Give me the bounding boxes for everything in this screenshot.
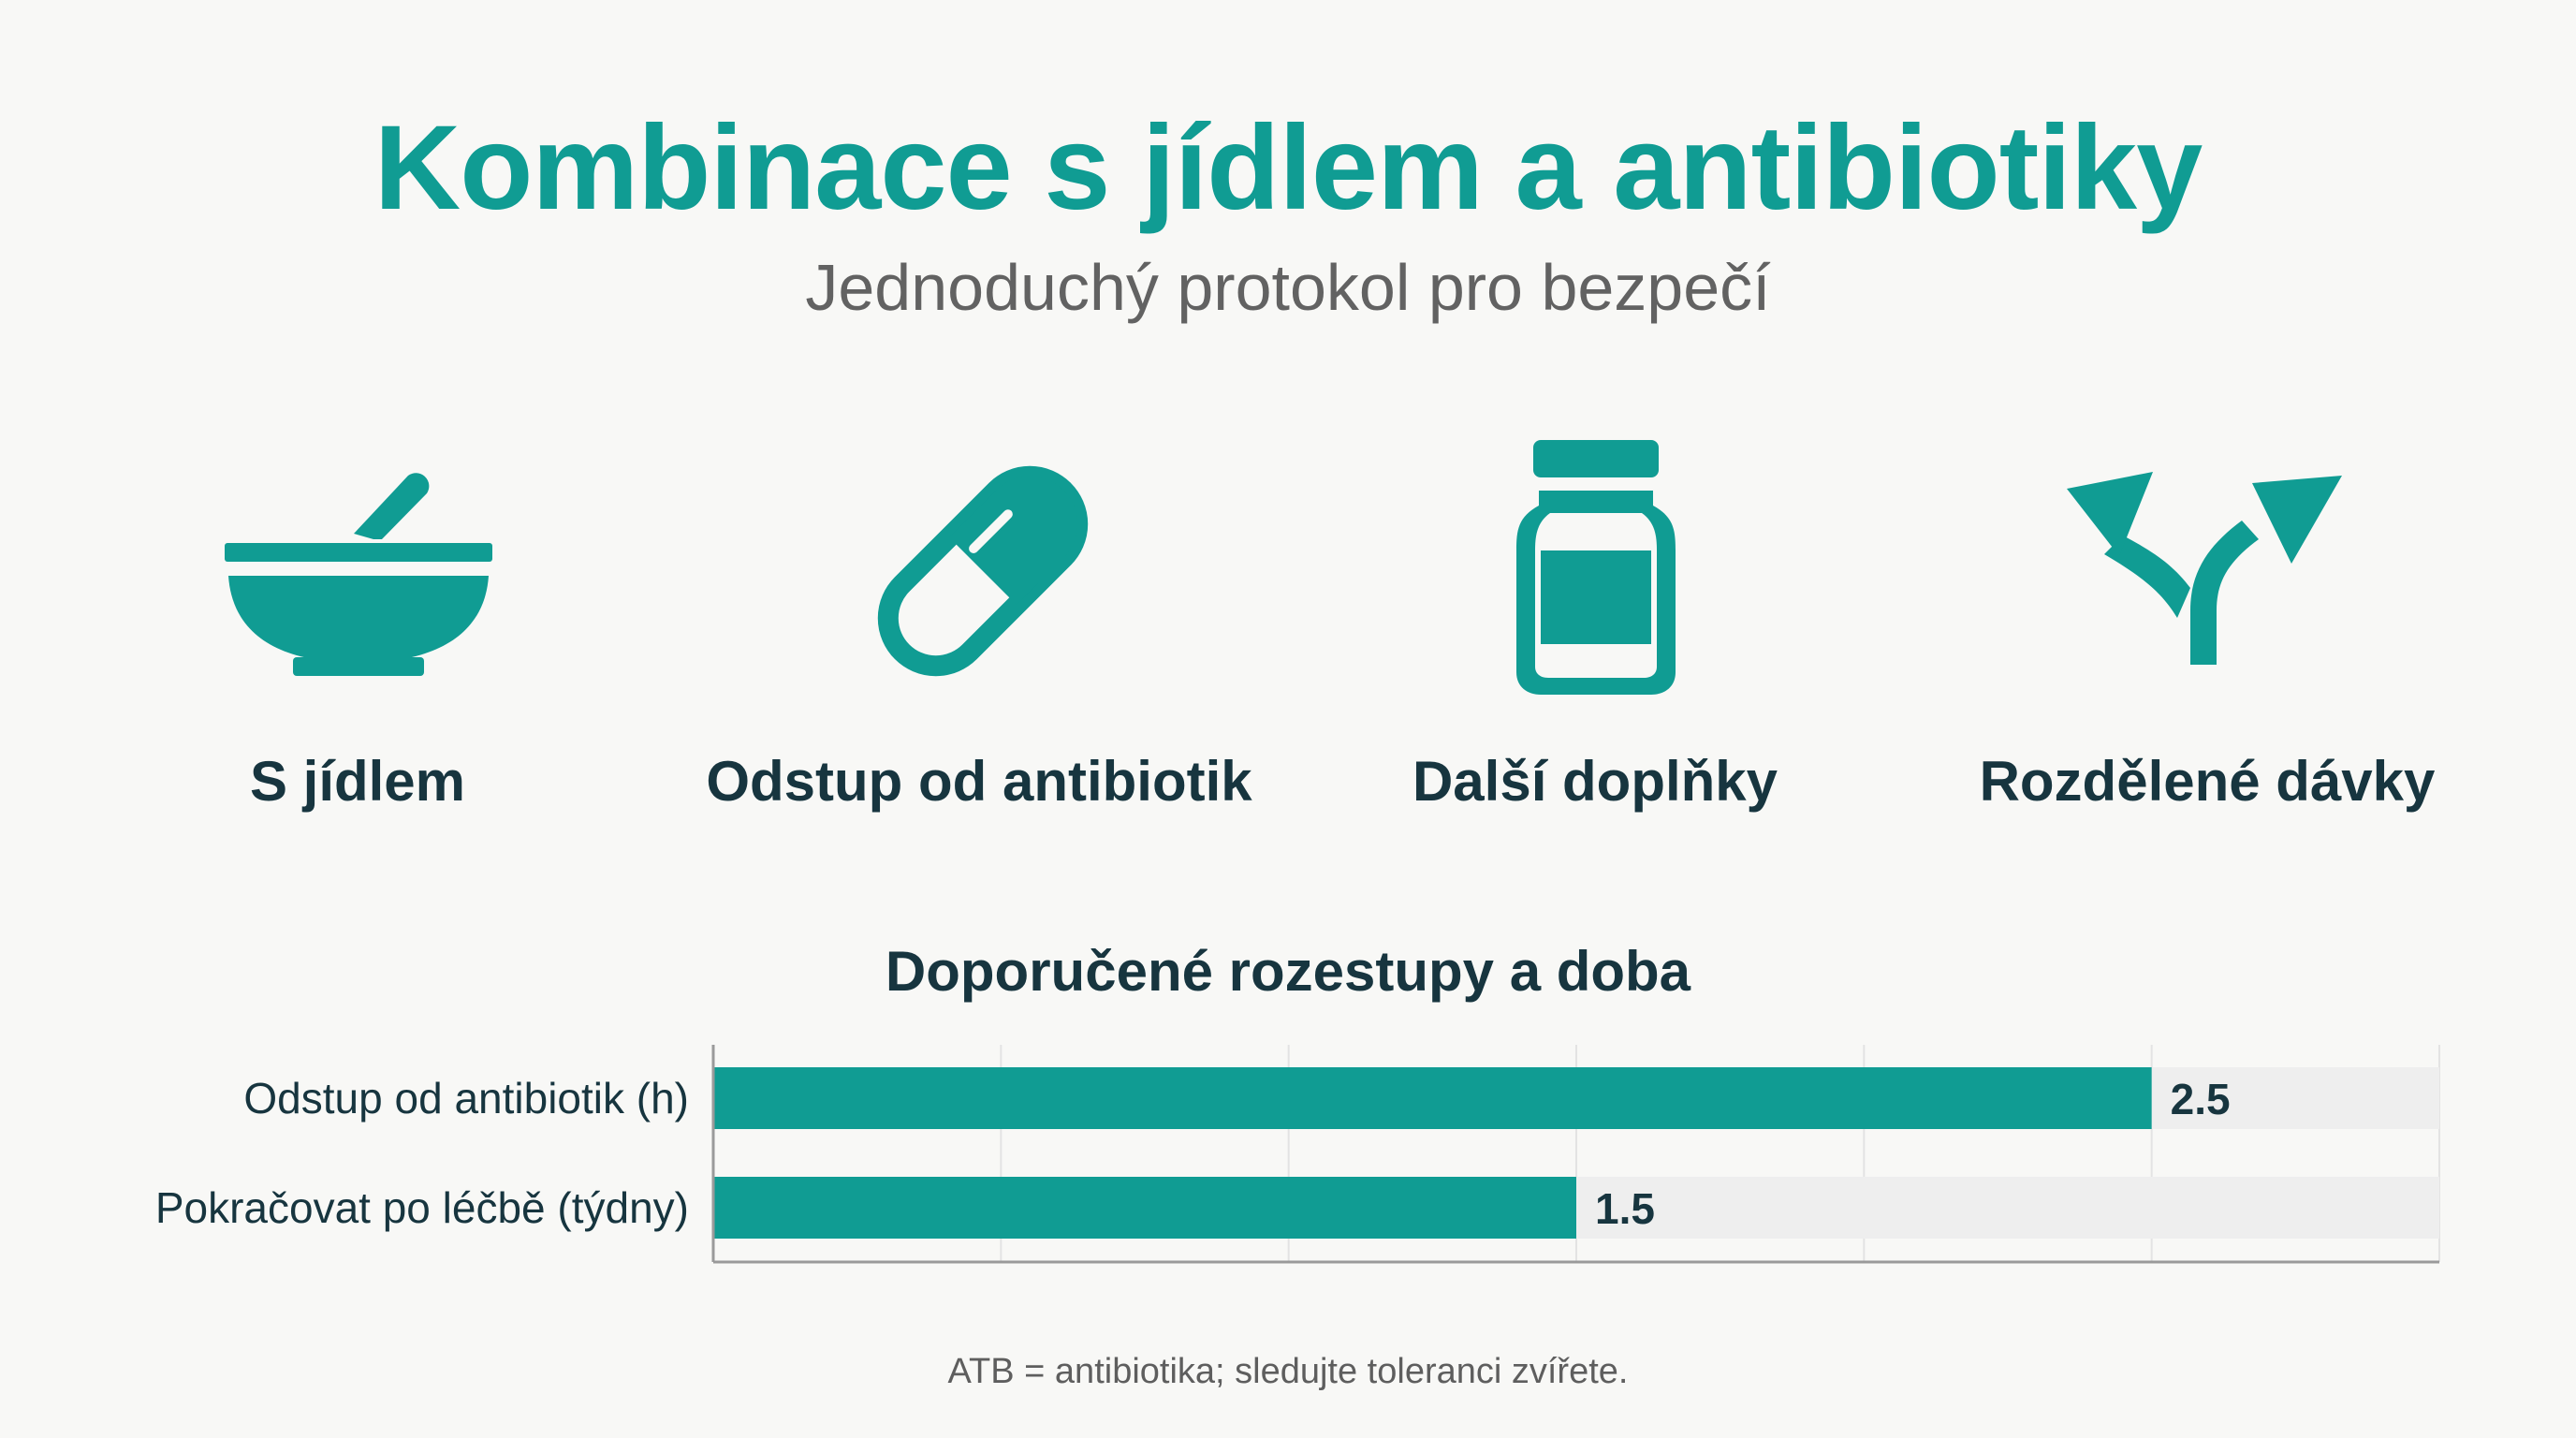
feature-label-antibiotic-gap: Odstup od antibiotik	[706, 750, 1252, 813]
footnote: ATB = antibiotika; sledujte toleranci zv…	[947, 1352, 1629, 1391]
feature-label-other-supplements: Další doplňky	[1412, 750, 1778, 813]
bar	[713, 1067, 2152, 1129]
feature-label-split-doses: Rozdělené dávky	[1979, 750, 2436, 813]
category-label: Pokračovat po léčbě (týdny)	[155, 1183, 689, 1232]
bar	[713, 1177, 1576, 1239]
feature-label-with-food: S jídlem	[249, 750, 466, 813]
supplement-bottle-icon	[1507, 438, 1685, 700]
bowl-icon	[215, 449, 496, 683]
chart-title: Doporučené rozestupy a doba	[885, 940, 1691, 1003]
capsule-icon	[861, 449, 1105, 693]
category-label: Odstup od antibiotik (h)	[243, 1074, 689, 1123]
page-subtitle: Jednoduchý protokol pro bezpečí	[805, 251, 1771, 324]
split-arrows-icon	[2059, 468, 2349, 669]
page-title: Kombinace s jídlem a antibiotiky	[373, 101, 2203, 235]
data-label: 2.5	[2171, 1075, 2231, 1123]
data-label: 1.5	[1595, 1184, 1655, 1233]
